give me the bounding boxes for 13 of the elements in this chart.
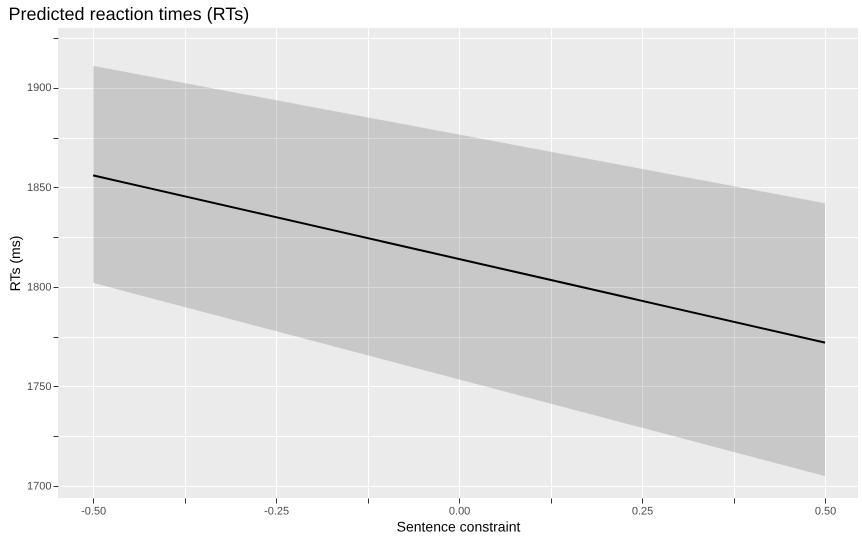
- x-tick-label: -0.25: [264, 506, 290, 518]
- y-tick-label: 1800: [27, 281, 52, 294]
- x-axis-title: Sentence constraint: [396, 518, 520, 534]
- x-tick-label: -0.50: [81, 506, 106, 518]
- x-tick-label: 0.50: [814, 506, 836, 518]
- y-tick-label: 1900: [27, 82, 52, 94]
- x-tick-label: 0.25: [632, 506, 654, 518]
- x-tick-label: 0.00: [448, 506, 470, 518]
- y-tick-label: 1700: [27, 480, 52, 493]
- chart-title: Predicted reaction times (RTs): [8, 4, 250, 24]
- y-tick-label: 1750: [27, 380, 52, 393]
- y-tick-label: 1850: [27, 182, 52, 194]
- y-axis-title: RTs (ms): [7, 236, 24, 292]
